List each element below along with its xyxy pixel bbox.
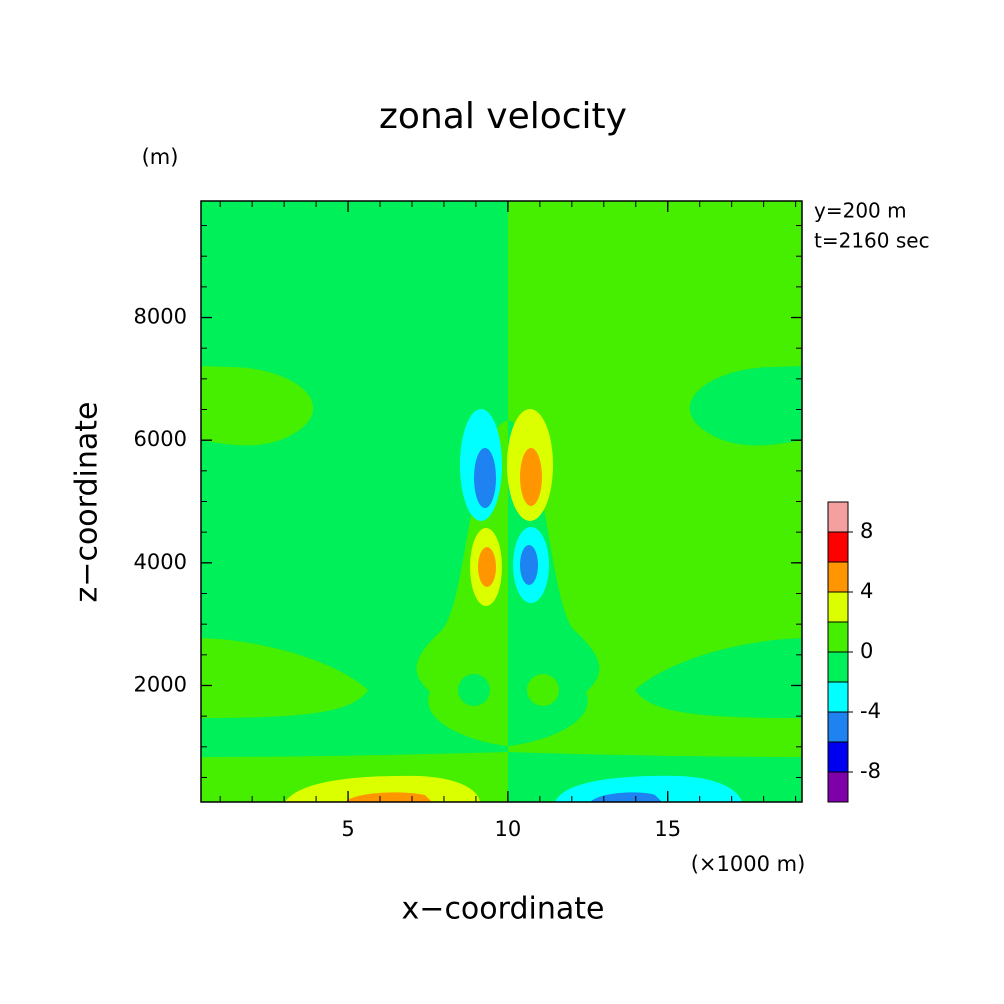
contour-region: [635, 638, 802, 718]
x-tick-label: 15: [654, 817, 681, 841]
colorbar-label: -4: [860, 699, 881, 723]
colorbar-box: [827, 771, 849, 803]
contour-region: [474, 448, 496, 508]
colorbar-box: [827, 711, 849, 743]
colorbar-label: 0: [860, 639, 873, 663]
contour-region: [520, 545, 538, 585]
colorbar-box: [827, 741, 849, 773]
annotation: y=200 m: [814, 199, 907, 223]
y-tick-label: 6000: [134, 427, 187, 451]
x-axis-label: x−coordinate: [402, 892, 605, 927]
y-axis-label: z−coordinate: [70, 402, 105, 603]
axes: 5 10 15 2000 4000 6000 8000: [134, 200, 803, 841]
contour-region: [689, 366, 802, 446]
y-unit: (m): [142, 145, 179, 169]
x-tick-label: 5: [341, 817, 354, 841]
x-tick-label: 10: [495, 817, 522, 841]
contour-region: [201, 638, 368, 718]
colorbar-box: [827, 681, 849, 713]
contour-region: [520, 448, 542, 506]
colorbar-box: [827, 591, 849, 623]
annotation: t=2160 sec: [814, 229, 930, 253]
contour-region: [201, 366, 314, 446]
contour-region: [285, 775, 480, 802]
colorbar-box: [827, 621, 849, 653]
colorbar-box: [827, 651, 849, 683]
contour-region: [478, 547, 496, 587]
chart-title: zonal velocity: [379, 96, 627, 137]
colorbar-label: 8: [860, 519, 873, 543]
contour-region: [555, 775, 742, 802]
colorbar-label: -8: [860, 759, 881, 783]
y-tick-label: 8000: [134, 305, 187, 329]
x-unit: (×1000 m): [691, 852, 806, 876]
contour-region: [590, 792, 662, 802]
contour-field: [201, 201, 802, 802]
contour-region: [458, 674, 490, 706]
colorbar-box: [827, 561, 849, 593]
y-tick-label: 4000: [134, 550, 187, 574]
colorbar-box: [827, 531, 849, 563]
y-tick-label: 2000: [134, 672, 187, 696]
colorbar-box: [827, 501, 849, 533]
contour-region: [527, 674, 559, 706]
colorbar-label: 4: [860, 579, 873, 603]
contour-region: [345, 792, 432, 802]
